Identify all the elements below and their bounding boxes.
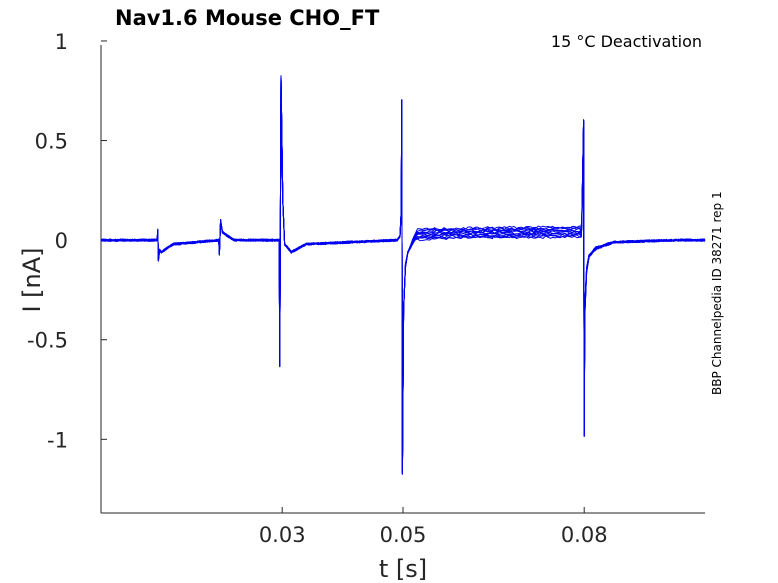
y-tick-label: 0 xyxy=(55,229,68,253)
condition-annotation: 15 °C Deactivation xyxy=(551,32,702,51)
y-tick-label: -1 xyxy=(47,428,68,452)
ticks: 0.03 0.05 0.08 1 0.5 0 -0.5 -1 xyxy=(27,30,608,547)
x-tick-label: 0.08 xyxy=(561,523,608,547)
x-tick-label: 0.03 xyxy=(259,523,306,547)
traces xyxy=(100,75,706,475)
y-axis-label: I [nA] xyxy=(18,247,46,312)
y-tick-label: 1 xyxy=(55,30,68,54)
y-tick-label: -0.5 xyxy=(27,329,68,353)
y-tick-label: 0.5 xyxy=(35,130,68,154)
dataset-id-label: BBP Channelpedia ID 38271 rep 1 xyxy=(710,191,724,395)
chart-title: Nav1.6 Mouse CHO_FT xyxy=(115,6,380,30)
x-tick-label: 0.05 xyxy=(380,523,427,547)
x-axis-label: t [s] xyxy=(379,555,427,583)
current-trace-sweep xyxy=(100,76,706,475)
